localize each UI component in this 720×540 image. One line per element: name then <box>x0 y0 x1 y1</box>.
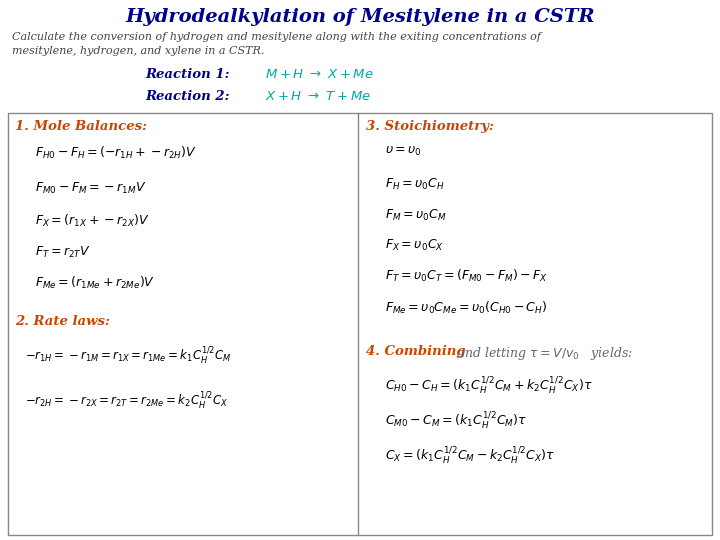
Text: mesitylene, hydrogen, and xylene in a CSTR.: mesitylene, hydrogen, and xylene in a CS… <box>12 46 264 56</box>
Text: $F_T = r_{2T}V$: $F_T = r_{2T}V$ <box>35 245 91 260</box>
Text: 3. Stoichiometry:: 3. Stoichiometry: <box>366 120 494 133</box>
Text: $-r_{2H} = -r_{2X} = r_{2T} = r_{2Me} = k_2 C_H^{1/2} C_X$: $-r_{2H} = -r_{2X} = r_{2T} = r_{2Me} = … <box>25 390 228 411</box>
Text: $F_T = \upsilon_0 C_T = (F_{M0} - F_M) - F_X$: $F_T = \upsilon_0 C_T = (F_{M0} - F_M) -… <box>385 268 548 284</box>
Text: $C_{M0} - C_M = (k_1 C_H^{1/2} C_M)\tau$: $C_{M0} - C_M = (k_1 C_H^{1/2} C_M)\tau$ <box>385 410 527 431</box>
Text: $F_X = (r_{1X} + -r_{2X})V$: $F_X = (r_{1X} + -r_{2X})V$ <box>35 213 150 229</box>
Text: $\upsilon = \upsilon_0$: $\upsilon = \upsilon_0$ <box>385 145 422 158</box>
Text: 4. Combining: 4. Combining <box>366 345 466 358</box>
Text: $F_{Me} = \upsilon_0 C_{Me} = \upsilon_0(C_{H0} - C_H)$: $F_{Me} = \upsilon_0 C_{Me} = \upsilon_0… <box>385 300 547 316</box>
Text: $M + H\ \rightarrow\ X + Me$: $M + H\ \rightarrow\ X + Me$ <box>265 68 374 81</box>
Text: $F_X = \upsilon_0 C_X$: $F_X = \upsilon_0 C_X$ <box>385 238 444 253</box>
Text: $F_M = \upsilon_0 C_M$: $F_M = \upsilon_0 C_M$ <box>385 208 446 223</box>
Text: $F_{H0} - F_H = (-r_{1H} + -r_{2H})V$: $F_{H0} - F_H = (-r_{1H} + -r_{2H})V$ <box>35 145 197 161</box>
Text: $F_{Me} = (r_{1Me} + r_{2Me})V$: $F_{Me} = (r_{1Me} + r_{2Me})V$ <box>35 275 156 291</box>
Text: $X + H\ \rightarrow\ T + Me$: $X + H\ \rightarrow\ T + Me$ <box>265 90 371 103</box>
Text: $F_{M0} - F_M = -r_{1M}V$: $F_{M0} - F_M = -r_{1M}V$ <box>35 181 147 196</box>
Text: Reaction 2:: Reaction 2: <box>145 90 230 103</box>
Text: and letting $\tau = V/v_0$   yields:: and letting $\tau = V/v_0$ yields: <box>453 345 633 362</box>
Text: Calculate the conversion of hydrogen and mesitylene along with the exiting conce: Calculate the conversion of hydrogen and… <box>12 32 541 42</box>
Text: 2. Rate laws:: 2. Rate laws: <box>15 315 110 328</box>
Text: $C_{H0} - C_H = (k_1 C_H^{1/2} C_M + k_2 C_H^{1/2} C_X)\tau$: $C_{H0} - C_H = (k_1 C_H^{1/2} C_M + k_2… <box>385 375 593 396</box>
Text: 1. Mole Balances:: 1. Mole Balances: <box>15 120 147 133</box>
FancyBboxPatch shape <box>8 113 712 535</box>
Text: Hydrodealkylation of Mesitylene in a CSTR: Hydrodealkylation of Mesitylene in a CST… <box>125 8 595 26</box>
Text: $-r_{1H} = -r_{1M} = r_{1X} = r_{1Me} = k_1 C_H^{1/2} C_M$: $-r_{1H} = -r_{1M} = r_{1X} = r_{1Me} = … <box>25 345 232 366</box>
Text: Reaction 1:: Reaction 1: <box>145 68 230 81</box>
Text: $C_X = (k_1 C_H^{1/2} C_M - k_2 C_H^{1/2} C_X)\tau$: $C_X = (k_1 C_H^{1/2} C_M - k_2 C_H^{1/2… <box>385 445 555 466</box>
Text: $F_H = \upsilon_0 C_H$: $F_H = \upsilon_0 C_H$ <box>385 177 445 192</box>
